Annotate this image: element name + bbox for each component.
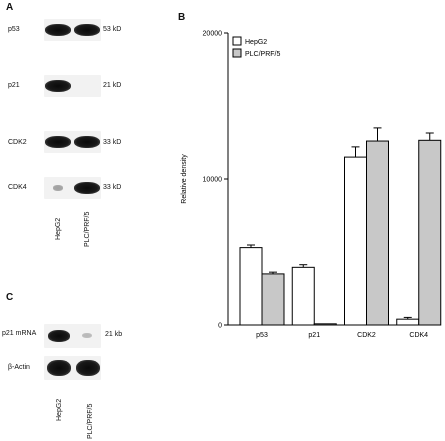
band-cdk4-hepg2 xyxy=(52,185,64,191)
legend-label: PLC/PRF/5 xyxy=(245,51,281,58)
legend-label: HepG2 xyxy=(245,39,267,46)
panel-c-letter: C xyxy=(6,292,14,303)
band-actin-plc xyxy=(76,360,100,376)
blot-size-label-cdk4: 33 kD xyxy=(103,184,122,191)
band-cdk4-plc xyxy=(74,182,100,194)
blot-size-label-p21: 21 kD xyxy=(103,82,122,89)
blot-strip-cdk4 xyxy=(44,177,101,199)
band-actin-hepg2 xyxy=(47,360,71,376)
band-p53-plc xyxy=(74,24,100,36)
blot-strip-p53 xyxy=(44,19,101,41)
bar-p53-hepg2 xyxy=(239,247,263,326)
x-tick-label: p53 xyxy=(256,332,268,339)
band-p21-mrna-plc xyxy=(82,333,92,338)
y-tick-label: 0 xyxy=(218,323,222,330)
y-tick-label: 20000 xyxy=(203,31,223,38)
northern-row-label-p21-mrna: p21 mRNA xyxy=(2,330,37,337)
band-p53-hepg2 xyxy=(45,24,71,36)
northern-row-label-beta-actin: β-Actin xyxy=(8,364,30,371)
panel-b-letter: B xyxy=(178,12,186,23)
x-tick-label: CDK4 xyxy=(409,332,428,339)
bar-cdk4-hepg2 xyxy=(396,318,420,326)
bar-cdk4-plc xyxy=(418,139,442,326)
legend-swatch xyxy=(232,48,242,58)
band-cdk2-plc xyxy=(74,136,100,148)
band-p21-mrna-hepg2 xyxy=(48,330,70,342)
x-tick-label: p21 xyxy=(308,332,320,339)
panel-a-letter: A xyxy=(6,2,14,13)
y-axis-label: Relative density xyxy=(181,154,188,204)
blot-row-label-cdk4: CDK4 xyxy=(8,184,27,191)
northern-strip-p21-mrna xyxy=(44,324,101,348)
blot-size-label-cdk2: 33 kD xyxy=(103,139,122,146)
northern-strip-beta-actin xyxy=(44,356,101,380)
blot-row-label-cdk2: CDK2 xyxy=(8,139,27,146)
bar-cdk2-hepg2 xyxy=(344,156,367,326)
bar-cdk2-plc xyxy=(366,140,389,326)
blot-strip-cdk2 xyxy=(44,131,101,153)
y-tick-label: 10000 xyxy=(203,177,223,184)
blot-strip-p21 xyxy=(44,75,101,97)
x-tick-label: CDK2 xyxy=(357,332,376,339)
band-p21-hepg2 xyxy=(45,80,71,92)
northern-size-label-p21-mrna: 21 kb xyxy=(105,331,123,338)
bar-p21-plc xyxy=(313,323,337,326)
blot-row-label-p53: p53 xyxy=(8,26,20,33)
blot-row-label-p21: p21 xyxy=(8,82,20,89)
blot-size-label-p53: 53 kD xyxy=(103,26,122,33)
band-cdk2-hepg2 xyxy=(45,136,71,148)
bar-p21-hepg2 xyxy=(291,266,315,326)
bar-p53-plc xyxy=(261,273,285,326)
legend-swatch xyxy=(232,36,242,46)
